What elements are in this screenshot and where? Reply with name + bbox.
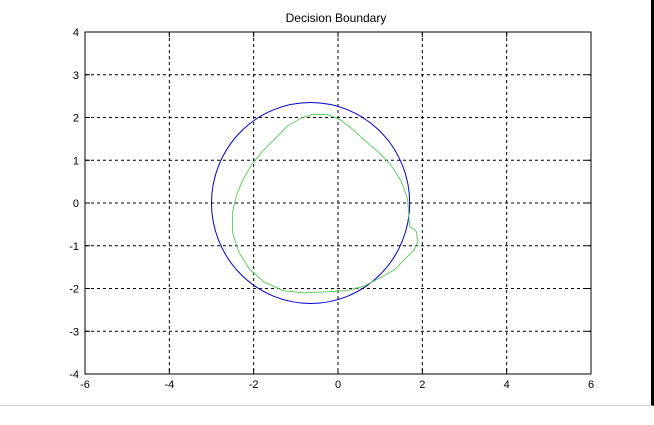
x-tick-label: 2: [419, 379, 425, 391]
x-tick-label: 6: [588, 379, 594, 391]
x-tick-label: -6: [80, 379, 90, 391]
y-tick-label: 0: [73, 198, 79, 210]
y-tick-label: 1: [73, 155, 79, 167]
y-tick-label: -2: [69, 284, 79, 296]
x-tick-label: 4: [504, 379, 510, 391]
y-tick-label: 4: [73, 27, 79, 39]
grid-lines: [85, 32, 591, 374]
series-layer: [211, 102, 419, 304]
y-tick-label: -1: [69, 241, 79, 253]
x-tick-label: -4: [164, 379, 174, 391]
y-tick-label: 2: [73, 113, 79, 125]
y-tick-label: -4: [69, 369, 79, 381]
y-tick-label: 3: [73, 70, 79, 82]
x-tick-label: 0: [335, 379, 341, 391]
x-tick-label: -2: [249, 379, 259, 391]
y-tick-label: -3: [69, 326, 79, 338]
series-circle-boundary: [211, 102, 411, 304]
series-learned-boundary: [232, 114, 419, 294]
chart-title: Decision Boundary: [286, 11, 387, 25]
